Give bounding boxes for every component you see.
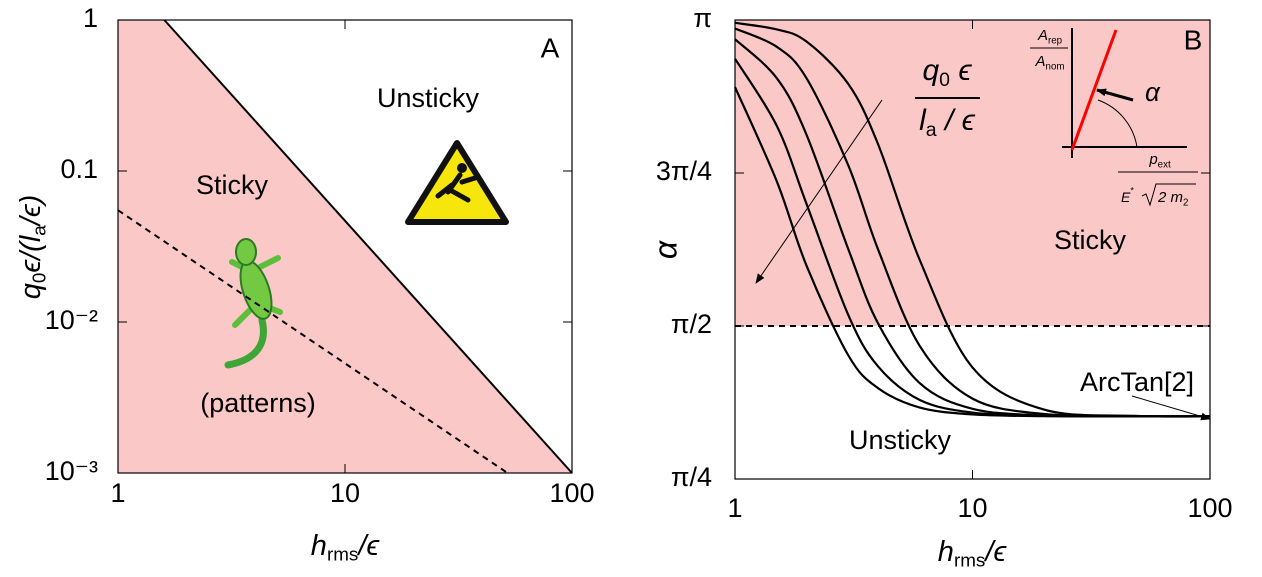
y-axis-title-part: q	[15, 283, 47, 299]
y-tick-label: π	[693, 3, 712, 33]
x-tick-label: 1	[727, 493, 742, 523]
annotation: (patterns)	[200, 388, 316, 418]
x-axis-title-part: h	[938, 536, 954, 568]
annotation: Sticky	[196, 170, 269, 200]
y-axis-title-part: ϵ/(	[15, 239, 47, 273]
inset-y-den-part: nom	[1046, 61, 1065, 72]
x-tick-label: 1	[110, 478, 125, 508]
y-axis-title: q0ϵ/(la/ϵ)	[15, 195, 50, 300]
page: 11010010⁻³10⁻²0.11hrms/ϵq0ϵ/(la/ϵ)AUnsti…	[0, 0, 1262, 577]
inset-x-den-radicand-part: 2	[1183, 197, 1188, 208]
annotation: Unsticky	[377, 83, 480, 113]
inset-x-den-radicand-part: 2 m	[1157, 189, 1183, 206]
y-tick-label: π/2	[671, 309, 712, 339]
parameter-denominator-part: a	[926, 119, 937, 141]
y-axis-title: α	[647, 240, 683, 259]
parameter-numerator-part: q	[922, 54, 939, 87]
parameter-numerator-part: ϵ	[950, 54, 972, 87]
parameter-denominator-part: / ϵ	[937, 104, 976, 137]
y-axis-title-part: 0	[29, 273, 50, 283]
y-tick-label: 1	[83, 3, 98, 33]
x-axis-title-part: /ϵ	[356, 530, 380, 562]
panel: 1 10 100 10⁻³ 10⁻² 0.1 1 hrms/ϵ q0ϵ/(la/ϵ) A Unsti…	[15, 3, 595, 565]
x-axis-title-part: rms	[954, 550, 985, 571]
y-tick-label: 10⁻³	[45, 456, 98, 486]
x-axis-title: hrms/ϵ	[311, 530, 381, 565]
inset-x-num-part: p	[1148, 151, 1157, 168]
y-axis-title-part: a	[29, 225, 50, 236]
x-tick-label: 100	[549, 478, 594, 508]
x-tick-label: 100	[1187, 493, 1232, 523]
annotation: Sticky	[1054, 225, 1127, 255]
annotation: Unsticky	[849, 425, 952, 455]
parameter-numerator-part: 0	[939, 69, 950, 91]
x-axis-title: hrms/ϵ	[938, 536, 1008, 571]
x-tick-label: 10	[957, 493, 987, 523]
panel-label: A	[541, 32, 560, 63]
y-axis-title-part: /ϵ)	[15, 195, 47, 228]
y-tick-label: 0.1	[60, 154, 98, 184]
inset-angle: α	[1145, 77, 1161, 107]
inset-y-num-part: A	[1037, 27, 1048, 44]
inset-x-den-prefix-part: *	[1130, 186, 1134, 196]
sticky-region	[118, 20, 572, 473]
gecko-head	[236, 239, 256, 265]
x-axis-title-part: rms	[327, 544, 358, 565]
inset-y-den-part: A	[1035, 53, 1046, 70]
y-tick-label: π/4	[671, 462, 712, 492]
warning-figure-head	[457, 163, 467, 173]
x-tick-label: 10	[330, 478, 360, 508]
x-axis-title-part: h	[311, 530, 327, 562]
sticky-region	[735, 20, 1210, 326]
x-axis-title-part: /ϵ	[983, 536, 1007, 568]
panel-label: B	[1184, 24, 1203, 55]
warning-sign	[408, 143, 506, 222]
inset-x-num-part: ext	[1158, 159, 1171, 170]
figure: 11010010⁻³10⁻²0.11hrms/ϵq0ϵ/(la/ϵ)AUnsti…	[0, 0, 1262, 577]
inset-y-num-part: rep	[1048, 35, 1063, 46]
annotation: ArcTan[2]	[1080, 367, 1194, 397]
y-tick-label: 10⁻²	[45, 305, 98, 335]
y-tick-label: 3π/4	[656, 156, 712, 186]
